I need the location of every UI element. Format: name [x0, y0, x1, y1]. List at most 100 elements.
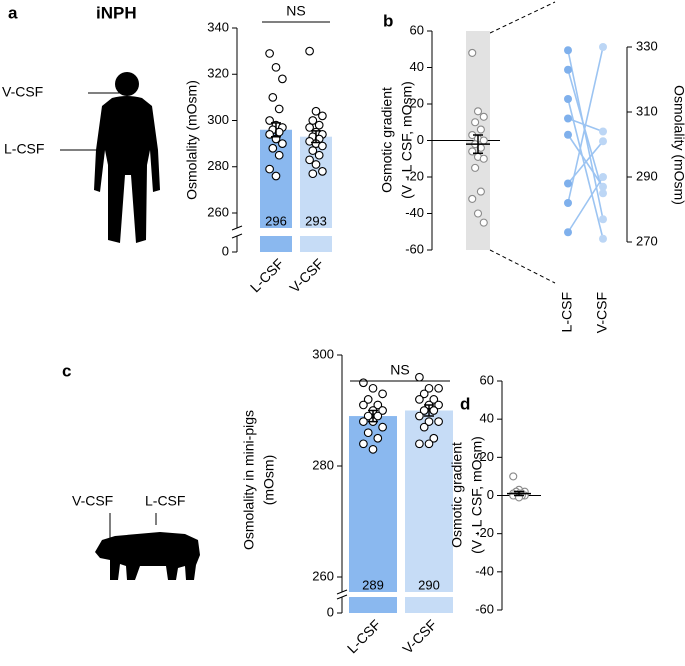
data-point: [419, 389, 429, 399]
y-tick-label: 300: [312, 346, 334, 361]
y-tick-label: 260: [312, 568, 334, 583]
data-point: [599, 43, 607, 51]
y-tick-label: 280: [207, 158, 229, 173]
human-silhouette: [94, 72, 160, 243]
error-bar: [311, 130, 321, 144]
data-point: [368, 445, 378, 454]
x-tick-label: V-CSF: [286, 255, 326, 295]
data-point: [564, 95, 572, 103]
data-point: [278, 139, 287, 148]
error-bar: [424, 404, 434, 417]
y-tick-label: 60: [480, 372, 494, 387]
data-point: [274, 150, 284, 160]
pair-line: [567, 176, 604, 233]
y-tick-label: -20: [475, 525, 494, 540]
data-point: [311, 106, 321, 116]
data-point: [378, 422, 387, 432]
data-point: [564, 65, 572, 74]
pair-line: [567, 69, 604, 194]
data-point: [268, 93, 278, 102]
error-bar: [514, 490, 524, 497]
data-point: [564, 228, 572, 237]
data-point: [265, 49, 274, 58]
y-tick-label: 300: [207, 112, 229, 127]
y-tick-label: -40: [405, 205, 424, 220]
data-point: [564, 130, 572, 139]
data-point: [473, 209, 483, 218]
location-label: V-CSF: [72, 493, 113, 509]
data-point: [308, 116, 318, 125]
y-tick-label: -60: [405, 241, 424, 256]
data-point: [468, 194, 477, 203]
data-point: [564, 114, 572, 123]
y-tick-label: 310: [636, 103, 658, 118]
data-point: [415, 411, 424, 421]
error-bar: [368, 409, 378, 423]
data-point: [599, 234, 607, 243]
y-tick-label: 260: [207, 204, 229, 219]
y-tick-label: 0: [417, 132, 424, 147]
data-point: [359, 378, 368, 388]
data-point: [434, 417, 443, 426]
data-point: [268, 143, 278, 153]
y-tick-label: 0: [487, 487, 494, 502]
y-tick-label: 330: [636, 38, 658, 53]
data-point: [359, 439, 368, 449]
data-point: [424, 417, 434, 426]
data-point: [314, 120, 324, 130]
data-point: [274, 104, 284, 114]
data-point: [271, 62, 281, 72]
data-point: [363, 411, 373, 421]
y-tick-label: 40: [410, 59, 424, 74]
y-axis-label: Osmolality (mOsm): [671, 85, 685, 205]
y-axis-label: Osmotic gradient: [449, 442, 465, 548]
pig-silhouette: [95, 532, 200, 580]
significance-label: NS: [286, 3, 305, 19]
axis-break: [336, 589, 348, 595]
data-point: [599, 189, 607, 198]
data-point: [564, 199, 572, 207]
data-point: [378, 406, 387, 415]
data-point: [599, 173, 607, 181]
data-point: [424, 383, 434, 393]
data-point: [415, 372, 424, 382]
value-label: 289: [362, 577, 384, 592]
data-point: [429, 406, 439, 415]
pair-line: [567, 46, 604, 204]
data-point: [318, 111, 327, 121]
y-tick-label: 20: [410, 95, 424, 110]
data-point: [305, 155, 314, 165]
data-point: [318, 167, 327, 176]
y-tick-label: -20: [405, 168, 424, 183]
data-point: [271, 171, 281, 181]
y-tick-label: 0: [327, 604, 334, 619]
data-point: [599, 182, 607, 191]
significance-label: NS: [390, 362, 409, 378]
data-point: [419, 422, 429, 432]
location-label: L-CSF: [145, 493, 185, 509]
data-point: [368, 383, 378, 393]
data-point: [318, 141, 327, 151]
zoom-line: [489, 249, 556, 284]
data-point: [564, 46, 572, 55]
y-axis-label: (V - L CSF, mOsm): [399, 81, 415, 199]
y-tick-label: 320: [207, 66, 229, 81]
zoom-line: [489, 1, 556, 34]
data-point: [305, 46, 314, 56]
break-gap: [348, 592, 398, 597]
data-point: [363, 395, 373, 404]
x-tick-label: V-CSF: [399, 616, 439, 656]
y-axis-label: Osmolality in mini-pigs: [241, 410, 257, 550]
y-tick-label: 280: [312, 457, 334, 472]
data-point: [359, 400, 368, 410]
location-label: V-CSF: [2, 84, 43, 100]
y-axis-label: (V - L CSF, mOsm): [469, 436, 485, 554]
data-point: [434, 400, 443, 410]
data-point: [424, 439, 434, 449]
data-point: [415, 439, 424, 449]
x-tick-label: V-CSF: [594, 292, 610, 333]
data-point: [314, 150, 324, 160]
axis-break: [231, 225, 243, 231]
axis-break: [336, 594, 348, 600]
y-tick-label: 40: [480, 411, 494, 426]
